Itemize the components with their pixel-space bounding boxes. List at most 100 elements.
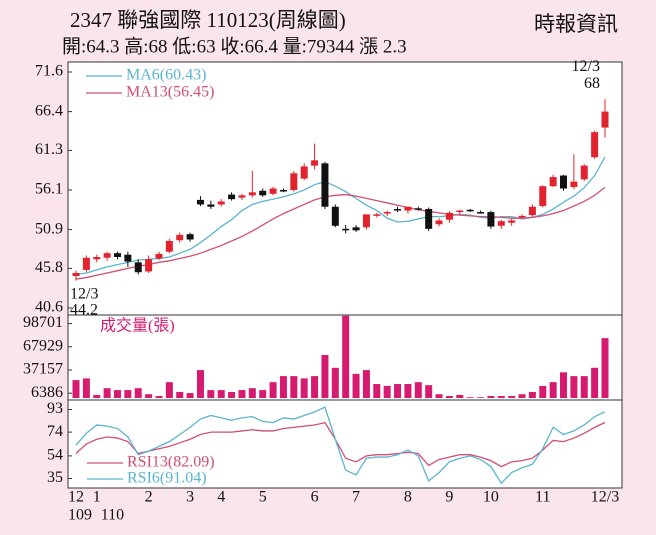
candle-body: [113, 253, 121, 257]
candle-body: [445, 212, 453, 220]
annotation-date: 12/3: [70, 285, 98, 302]
source: 時報資訊: [534, 12, 618, 36]
candle-body: [72, 272, 80, 277]
candle-body: [466, 209, 474, 212]
legend-label: MA13(56.45): [126, 84, 214, 101]
candle-body: [217, 201, 225, 205]
volume-bar: [165, 382, 173, 398]
x-sublabel: 110: [101, 507, 124, 524]
candle-body: [528, 206, 536, 216]
candle-body: [425, 209, 433, 229]
y-tick-label: 50.9: [35, 220, 63, 237]
volume-bar: [248, 388, 256, 398]
volume-bar: [362, 370, 370, 398]
candle-body: [591, 132, 599, 158]
candle-body: [238, 195, 246, 198]
candle-body: [311, 160, 319, 166]
volume-bar: [300, 378, 308, 398]
candle-body: [477, 212, 485, 214]
candle-body: [373, 214, 381, 216]
candle-body: [196, 199, 204, 205]
volume-bar: [477, 397, 485, 398]
candle-body: [279, 190, 287, 192]
candle-body: [145, 259, 153, 272]
candle-body: [435, 220, 443, 225]
legend-label: RSI13(82.09): [127, 454, 215, 471]
x-sublabel: 109: [68, 507, 92, 524]
volume-bar: [103, 388, 111, 398]
x-tick-label: 12: [68, 489, 84, 506]
y-tick-label: 40.6: [35, 299, 63, 316]
volume-bar: [207, 390, 215, 398]
volume-bar: [528, 391, 536, 398]
candle-body: [383, 212, 391, 214]
line: [75, 421, 606, 468]
candle-body: [549, 177, 557, 187]
x-tick-label: 2: [145, 489, 153, 506]
candle-body: [124, 254, 132, 262]
y-tick-label: 37157: [23, 361, 63, 378]
annotation-value: 44.2: [70, 301, 98, 318]
volume-bar: [601, 338, 609, 398]
x-tick-label: 7: [352, 489, 360, 506]
y-tick-label: 93: [47, 400, 63, 417]
volume-bar: [155, 396, 163, 398]
volume-bar: [72, 380, 80, 398]
candle-body: [269, 188, 277, 194]
candle-body: [362, 214, 370, 228]
volume-bar: [435, 394, 443, 398]
volume-bar: [228, 391, 236, 398]
volume-bar: [414, 382, 422, 398]
candle-body: [331, 206, 339, 226]
candle-body: [103, 253, 111, 258]
volume-bar: [290, 376, 298, 398]
candle-body: [539, 186, 547, 206]
x-tick-label: 3: [186, 489, 194, 506]
x-tick-label: 5: [259, 489, 267, 506]
x-tick-label: 9: [445, 489, 453, 506]
y-tick-label: 74: [47, 423, 63, 440]
line: [75, 406, 606, 485]
volume-bar: [134, 388, 142, 398]
volume-bar: [331, 367, 339, 398]
candle-body: [93, 256, 101, 260]
volume-bar: [186, 393, 194, 398]
volume-bar: [591, 367, 599, 398]
candle-body: [155, 253, 163, 259]
volume-bar: [145, 394, 153, 398]
volume-bar: [394, 384, 402, 398]
candle-body: [580, 165, 588, 180]
candle-body: [352, 227, 360, 231]
volume-bar: [404, 384, 412, 398]
candle-body: [165, 241, 173, 252]
volume-bar: [539, 385, 547, 398]
line: [75, 186, 606, 280]
y-tick-label: 54: [47, 447, 63, 464]
volume-bar: [456, 394, 464, 398]
candle-body: [601, 111, 609, 128]
volume-bar: [217, 390, 225, 398]
volume-bar: [383, 385, 391, 398]
volume-bar: [124, 390, 132, 398]
y-tick-label: 71.6: [35, 63, 63, 80]
volume-bar: [113, 390, 121, 398]
volume-bar: [352, 373, 360, 398]
candle-body: [186, 234, 194, 240]
volume-bar: [445, 396, 453, 398]
volume-bar: [176, 391, 184, 398]
y-tick-label: 35: [47, 469, 63, 486]
candle-body: [560, 175, 568, 189]
volume-title: 成交量(張): [100, 317, 175, 335]
y-tick-label: 67929: [23, 337, 63, 354]
candle-body: [518, 215, 526, 218]
x-tick-label: 8: [404, 489, 412, 506]
candle-body: [207, 204, 215, 207]
volume-bar: [508, 396, 516, 398]
candle-body: [82, 257, 90, 270]
y-tick-label: 6386: [31, 384, 63, 401]
y-tick-label: 98701: [23, 314, 63, 331]
legend-label: MA6(60.43): [126, 67, 206, 84]
title: 2347 聯強國際 110123(周線圖): [70, 8, 346, 32]
volume-bar: [549, 382, 557, 398]
x-tick-label: 6: [311, 489, 319, 506]
